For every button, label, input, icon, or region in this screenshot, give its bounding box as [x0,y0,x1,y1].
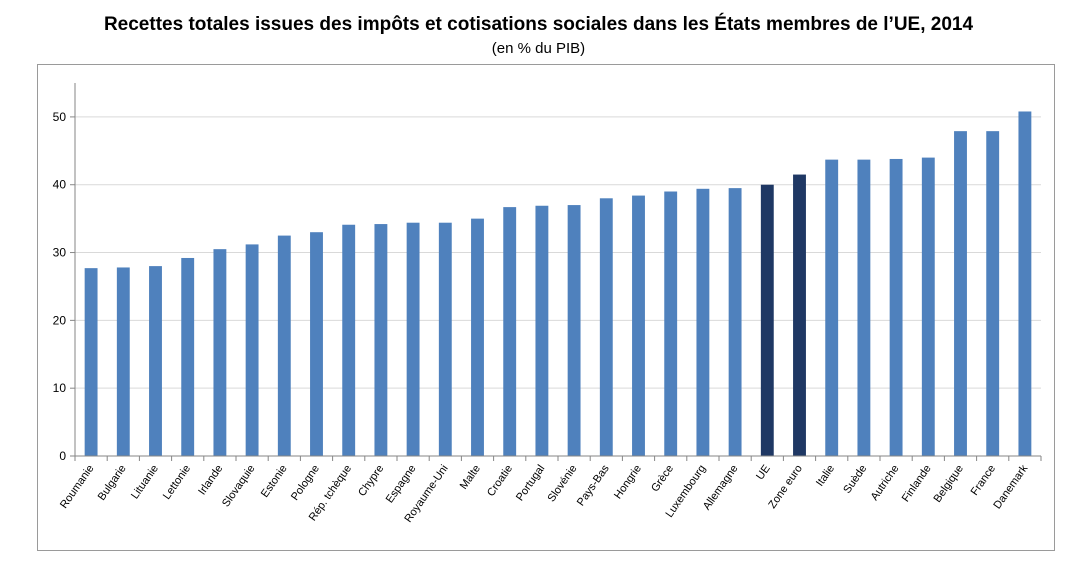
bar-malte [471,218,484,456]
chart-title: Recettes totales issues des impôts et co… [103,14,974,35]
x-category-label: Lettonie [161,463,193,502]
x-category-label: Irlande [196,463,225,497]
bar-estonie [277,235,291,456]
x-category-label: Bulgarie [96,463,129,503]
bar-ue [760,184,774,456]
x-category-label: Lituanie [129,463,161,501]
bar-italie [825,159,839,456]
chart-frame: 0 10 20 30 40 50 Roumanie Bulgarie Lituanie Lett… [37,64,1055,551]
bar-chypre [374,224,388,456]
bar-su-de [857,159,871,456]
x-category-label: Roumanie [58,463,97,511]
x-category-label: Hongrie [612,463,644,501]
bar-zone-euro [793,174,806,456]
y-tick-label: 10 [53,381,67,395]
x-category-label: Slovaquie [220,463,258,509]
bar-croatie [503,207,517,456]
x-category-label: Belgique [932,463,966,505]
bar-irlande [213,249,227,456]
x-category-label: Suède [841,463,869,496]
x-category-label: Espagne [384,463,419,505]
bar-pays-bas [599,198,613,457]
y-tick-label: 30 [53,246,67,260]
bar-danemark [1018,111,1032,456]
bar-hongrie [632,195,645,456]
bar-royaume-uni [438,222,452,456]
x-category-label: Autriche [869,463,902,503]
x-category-label: Pologne [289,463,322,503]
x-category-label: Italie [814,463,837,489]
bar-slovaquie [245,244,259,456]
bar-finlande [921,157,935,456]
bar-portugal [535,205,549,456]
x-category-label: Croatie [485,463,515,499]
bar-autriche [889,158,903,456]
x-category-labels: Roumanie Bulgarie Lituanie Lettonie IrlandeS… [58,462,1031,524]
x-category-label: Estonie [259,463,290,500]
y-tick-label: 20 [53,313,67,327]
x-category-label: Portugal [514,463,547,503]
bars [84,111,1032,457]
bar-france [986,131,1000,456]
x-category-label: Slovénie [546,463,580,504]
x-category-label: France [969,463,998,498]
bar-r-p-tch-que [342,224,356,456]
x-category-label: Chypre [356,463,386,499]
bar-lettonie [181,257,195,456]
bar-gr-ce [664,191,678,456]
x-category-label: Grèce [649,463,676,494]
x-category-label: Pays-Bas [575,462,612,508]
x-category-label: UE [754,463,773,482]
bar-luxembourg [696,188,710,456]
axes [70,83,1042,461]
bar-chart: 0 10 20 30 40 50 Roumanie Bulgarie Lituanie Lett… [53,83,1042,525]
y-tick-labels: 0 10 20 30 40 50 [53,110,67,463]
grid-lines [75,116,1041,389]
bar-slov-nie [567,205,581,456]
y-tick-label: 50 [53,110,67,124]
bar-bulgarie [116,267,130,456]
y-tick-label: 40 [53,178,67,192]
bar-lituanie [149,266,162,456]
bar-espagne [406,222,420,456]
x-category-label: Malte [458,463,483,492]
x-category-label: Finlande [900,463,934,504]
y-tick-label: 0 [59,449,66,463]
chart-subtitle: (en % du PIB) [491,40,586,57]
bar-belgique [954,131,967,456]
bar-roumanie [84,268,98,456]
bar-pologne [310,232,323,456]
bar-allemagne [728,188,742,457]
